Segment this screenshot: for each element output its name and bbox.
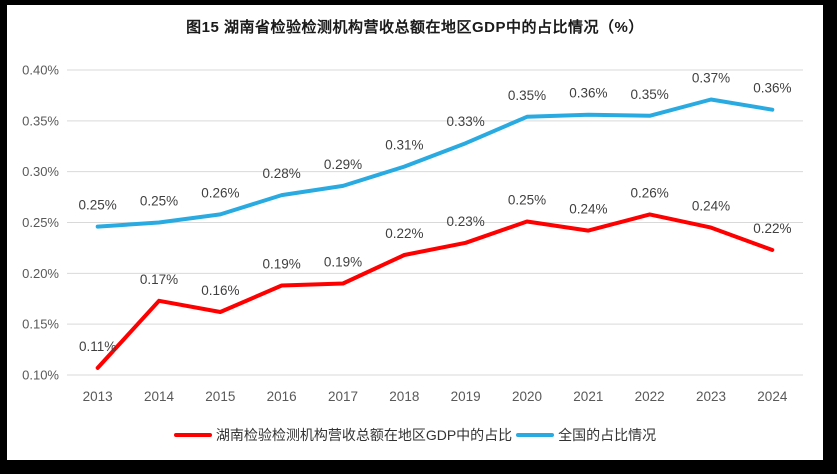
legend-label-hunan: 湖南检验检测机构营收总额在地区GDP中的占比 <box>215 427 513 443</box>
data-label: 0.31% <box>385 138 423 153</box>
chart-title: 图15 湖南省检验检测机构营收总额在地区GDP中的占比情况（%） <box>186 19 644 36</box>
x-axis-tick-label: 2018 <box>389 389 419 404</box>
data-label: 0.11% <box>79 339 116 354</box>
legend-swatch-national-line <box>516 433 555 437</box>
y-axis-tick-label: 0.15% <box>22 317 59 332</box>
y-axis-tick-label: 0.40% <box>22 63 59 78</box>
x-axis-tick-label: 2019 <box>451 389 481 404</box>
data-label: 0.25% <box>140 194 178 209</box>
x-axis-tick-label: 2024 <box>757 389 788 404</box>
chart-legend: 湖南检验检测机构营收总额在地区GDP中的占比 全国的占比情况 <box>7 425 823 445</box>
data-label: 0.17% <box>140 272 178 287</box>
y-axis-tick-label: 0.25% <box>22 215 59 230</box>
data-label: 0.23% <box>447 214 485 229</box>
x-axis-tick-label: 2022 <box>635 389 665 404</box>
data-label: 0.35% <box>508 88 546 103</box>
data-label: 0.19% <box>324 255 362 270</box>
data-label: 0.22% <box>753 221 791 236</box>
x-axis-tick-label: 2016 <box>267 389 297 404</box>
data-label: 0.25% <box>79 198 117 213</box>
data-label: 0.26% <box>201 185 239 200</box>
legend-swatch-hunan-line <box>173 433 212 437</box>
national-series-line <box>95 97 775 229</box>
line-chart-plot: 0.40% 0.35% 0.30% 0.25% 0.20% 0.15% 0.10% 2013 2… <box>22 63 803 404</box>
data-label: 0.37% <box>692 70 730 85</box>
y-axis-tick-label: 0.30% <box>22 164 59 179</box>
data-label: 0.36% <box>569 86 607 101</box>
hunan-series-line <box>95 212 775 370</box>
x-axis-tick-label: 2015 <box>205 389 235 404</box>
y-axis-tick-label: 0.35% <box>22 113 59 128</box>
data-label: 0.24% <box>569 202 607 217</box>
data-label: 0.16% <box>201 283 239 298</box>
x-axis-tick-label: 2013 <box>83 389 113 404</box>
data-label: 0.26% <box>631 185 669 200</box>
data-label: 0.36% <box>753 81 791 96</box>
x-axis-tick-label: 2020 <box>512 389 542 404</box>
x-axis-tick-label: 2017 <box>328 389 358 404</box>
y-axis-tick-label: 0.10% <box>22 368 59 383</box>
data-label: 0.35% <box>631 87 669 102</box>
data-label: 0.29% <box>324 157 362 172</box>
chart-panel: 0.40% 0.35% 0.30% 0.25% 0.20% 0.15% 0.10% 2013 2… <box>7 5 823 460</box>
x-axis-tick-label: 2023 <box>696 389 726 404</box>
data-label: 0.33% <box>447 114 485 129</box>
data-label: 0.28% <box>263 166 301 181</box>
data-label: 0.19% <box>263 257 301 272</box>
y-axis-tick-label: 0.20% <box>22 266 59 281</box>
x-axis-tick-label: 2014 <box>144 389 175 404</box>
legend-label-national: 全国的占比情况 <box>558 427 657 443</box>
data-label: 0.22% <box>385 226 423 241</box>
data-label: 0.24% <box>692 199 730 214</box>
data-label: 0.25% <box>508 192 546 207</box>
x-axis-tick-label: 2021 <box>573 389 603 404</box>
